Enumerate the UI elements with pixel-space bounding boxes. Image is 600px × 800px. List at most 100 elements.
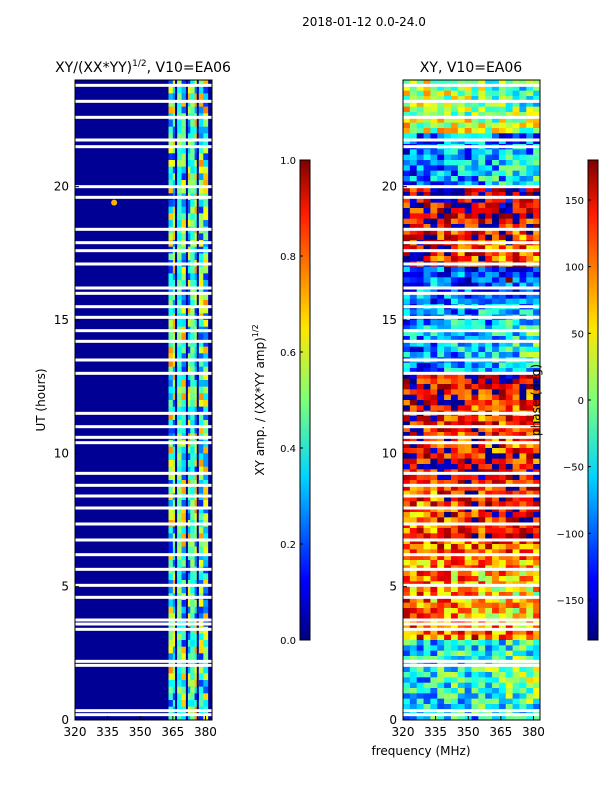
- left-heatmap-cell: [177, 666, 183, 674]
- left-heatmap-cell: [190, 560, 196, 568]
- right-heatmap-cell: [437, 394, 445, 401]
- right-heatmap-cell: [444, 688, 452, 694]
- left-flagged-row: [75, 115, 212, 119]
- right-heatmap-cell: [437, 272, 445, 278]
- right-heatmap-cell: [492, 352, 500, 358]
- right-heatmap-cell: [409, 234, 418, 241]
- right-heatmap-cell: [478, 656, 486, 662]
- right-heatmap-cell: [498, 629, 507, 636]
- left-heatmap-cell: [185, 306, 191, 314]
- right-heatmap-cell: [492, 346, 500, 353]
- right-heatmap-cell: [403, 485, 411, 492]
- right-heatmap-cell: [485, 101, 493, 108]
- right-heatmap-cell: [437, 186, 445, 193]
- right-heatmap-cell: [464, 272, 472, 278]
- right-heatmap-cell: [533, 165, 540, 172]
- left-heatmap-cell: [181, 166, 187, 174]
- right-heatmap-cell: [450, 512, 459, 518]
- right-heatmap-cell: [403, 218, 411, 225]
- left-heatmap-cell: [203, 366, 209, 374]
- right-heatmap-cell: [430, 709, 438, 716]
- right-heatmap-cell: [430, 544, 438, 550]
- left-heatmap-cell: [190, 180, 196, 188]
- right-heatmap-cell: [437, 85, 445, 92]
- left-heatmap-cell: [203, 453, 209, 461]
- right-heatmap-cell: [485, 133, 493, 140]
- right-heatmap-cell: [464, 474, 472, 481]
- left-heatmap-cell: [198, 186, 204, 194]
- left-heatmap-cell: [190, 320, 196, 328]
- right-heatmap-cell: [533, 528, 540, 534]
- right-flagged-row: [403, 371, 540, 375]
- right-heatmap-cell: [464, 197, 472, 204]
- right-heatmap-cell: [450, 101, 459, 108]
- left-heatmap-cell: [185, 393, 191, 401]
- right-heatmap-cell: [423, 714, 431, 720]
- right-heatmap-cell: [533, 576, 540, 582]
- right-heatmap-cell: [450, 149, 459, 156]
- right-heatmap-cell: [471, 346, 479, 353]
- right-heatmap-cell: [478, 128, 486, 134]
- right-heatmap-cell: [498, 576, 507, 582]
- right-heatmap-cell: [478, 80, 486, 86]
- right-heatmap-cell: [492, 112, 500, 118]
- right-heatmap-cell: [403, 352, 411, 358]
- right-heatmap-cell: [533, 154, 540, 161]
- right-heatmap-cell: [416, 106, 425, 113]
- right-heatmap-cell: [492, 384, 500, 390]
- right-heatmap-cell: [512, 490, 520, 497]
- right-heatmap-cell: [450, 117, 459, 124]
- left-heatmap-cell: [168, 366, 174, 374]
- right-heatmap-cell: [457, 133, 466, 140]
- left-heatmap-cell: [198, 586, 204, 594]
- left-heatmap-cell: [168, 680, 174, 688]
- right-heatmap-cell: [505, 613, 514, 620]
- right-heatmap-cell: [519, 597, 527, 604]
- right-heatmap-cell: [450, 213, 459, 220]
- right-heatmap-cell: [519, 229, 527, 236]
- right-heatmap-cell: [409, 506, 418, 513]
- right-heatmap-cell: [533, 90, 540, 97]
- right-heatmap-cell: [457, 186, 466, 193]
- right-heatmap-cell: [423, 400, 431, 406]
- left-heatmap-cell: [198, 166, 204, 174]
- right-heatmap-cell: [403, 400, 411, 406]
- right-heatmap-cell: [457, 384, 466, 390]
- right-heatmap-cell: [457, 250, 466, 257]
- left-heatmap-cell: [198, 660, 204, 668]
- right-heatmap-cell: [471, 597, 479, 604]
- left-heatmap-cell: [198, 666, 204, 674]
- right-heatmap-cell: [512, 224, 520, 230]
- right-heatmap-cell: [519, 101, 527, 108]
- right-heatmap-cell: [471, 368, 479, 374]
- left-heatmap-cell: [190, 173, 196, 181]
- right-heatmap-cell: [450, 528, 459, 534]
- right-heatmap-cell: [505, 693, 514, 700]
- right-heatmap-cell: [505, 90, 514, 97]
- right-heatmap-cell: [505, 501, 514, 508]
- right-heatmap-cell: [505, 170, 514, 177]
- right-heatmap-cell: [409, 394, 418, 401]
- right-heatmap-cell: [437, 117, 445, 124]
- left-heatmap-cell: [185, 633, 191, 641]
- right-heatmap-cell: [444, 458, 452, 465]
- left-heatmap-cell: [203, 180, 209, 188]
- right-heatmap-cell: [519, 602, 527, 609]
- right-heatmap-cell: [478, 229, 486, 236]
- right-heatmap-cell: [409, 608, 418, 614]
- right-heatmap-cell: [457, 245, 466, 252]
- right-heatmap-cell: [526, 218, 534, 225]
- right-heatmap-cell: [444, 346, 452, 353]
- left-heatmap-cell: [190, 640, 196, 648]
- right-heatmap-cell: [409, 256, 418, 262]
- right-heatmap-cell: [409, 698, 418, 705]
- right-heatmap-cell: [416, 426, 425, 433]
- right-heatmap-cell: [526, 192, 534, 198]
- left-heatmap-cell: [203, 400, 209, 408]
- right-heatmap-cell: [471, 666, 479, 673]
- right-heatmap-cell: [485, 672, 493, 678]
- right-heatmap-cell: [471, 325, 479, 332]
- right-heatmap-cell: [478, 400, 486, 406]
- right-heatmap-cell: [526, 597, 534, 604]
- right-heatmap-cell: [512, 330, 520, 337]
